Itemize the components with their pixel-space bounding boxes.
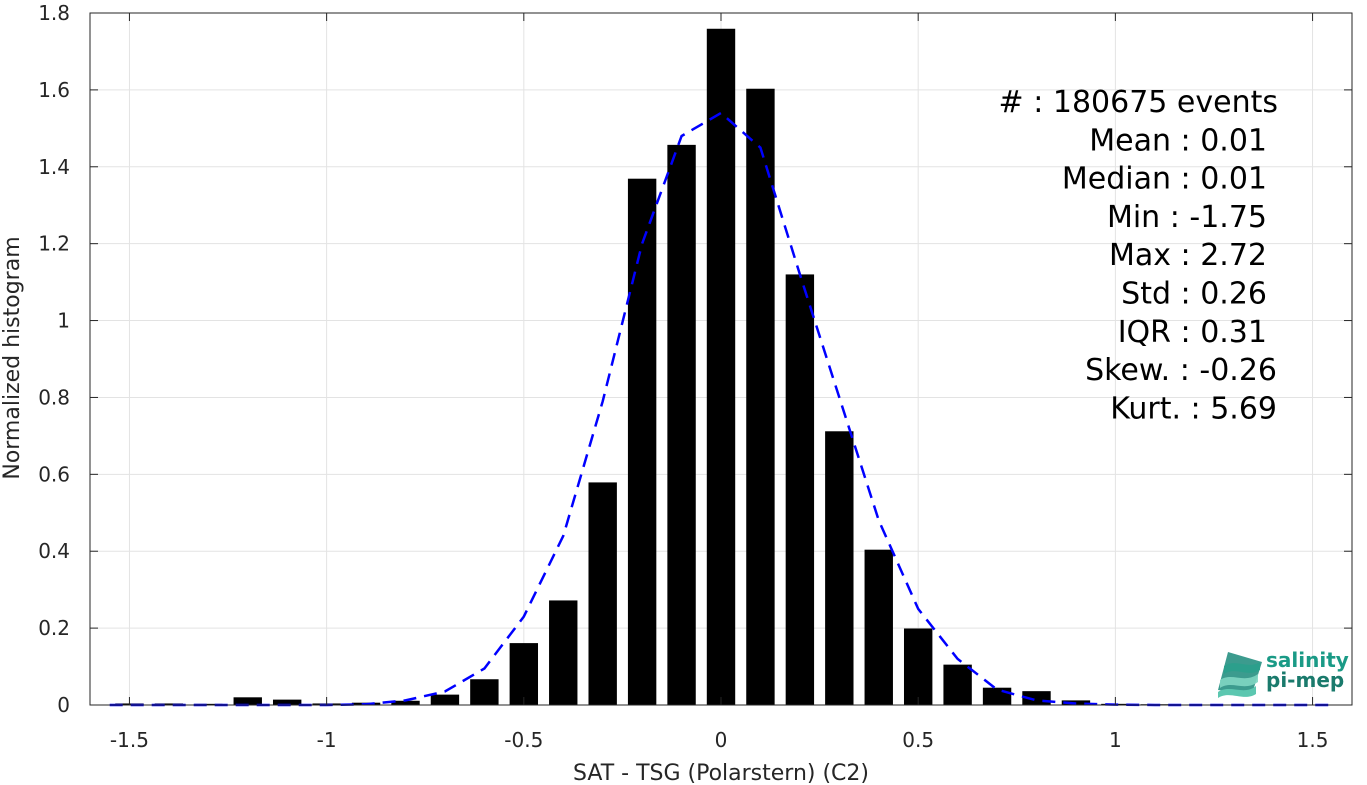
histogram-bar [864,549,893,705]
histogram-bar [233,697,262,705]
x-tick-label: -0.5 [504,728,543,752]
x-tick-label: -1.5 [110,728,149,752]
histogram-bar [667,144,696,705]
histogram-bar [194,703,223,705]
stat-line: IQR : 0.31 [1118,315,1267,350]
histogram-bar [627,178,657,705]
stat-line: Skew. : -0.26 [1085,353,1277,388]
histogram-bar [430,694,460,705]
stat-line: Mean : 0.01 [1089,123,1267,158]
histogram-bar [982,687,1012,705]
histogram-bar [785,274,815,705]
histogram-bar [509,643,539,705]
x-tick-label: 0.5 [902,728,934,752]
stat-line: Median : 0.01 [1062,162,1267,197]
histogram-bar [825,431,854,705]
logo-wave-icon [1218,652,1262,698]
axes [89,12,1353,706]
y-axis-title: Normalized histogram [0,236,25,479]
histogram-bar [154,703,184,705]
histogram-bar [903,628,933,705]
y-tick-label: 0.8 [38,385,70,409]
y-tick-label: 1.2 [38,232,70,256]
x-tick-label: 0 [715,728,728,752]
stat-line: Min : -1.75 [1107,200,1267,235]
x-tick-label: 1 [1109,728,1122,752]
y-tick-label: 1.8 [38,1,70,25]
histogram-bar [588,482,617,705]
histogram-bar [943,664,972,705]
y-tick-label: 0 [57,693,70,717]
x-tick-label: 1.5 [1297,728,1329,752]
stat-line: Kurt. : 5.69 [1110,391,1277,426]
salinity-pi-mep-logo: salinity pi-mep [1218,648,1349,698]
histogram-bar [470,679,499,705]
histogram-bar [272,699,302,705]
histogram-bar [746,88,775,706]
stat-line: Std : 0.26 [1121,277,1267,312]
y-tick-label: 0.6 [38,462,70,486]
histogram-bar [706,28,736,706]
stat-line: # : 180675 events [999,85,1278,120]
x-tick-labels: -1.5 -1 -0.5 0 0.5 1 1.5 [110,728,1329,752]
y-tick-label: 1 [57,309,70,333]
histogram-bar [391,700,420,705]
stat-line: Max : 2.72 [1109,238,1267,273]
y-tick-label: 0.2 [38,616,70,640]
logo-text-salinity: salinity [1266,648,1349,672]
histogram-bar [549,600,578,705]
x-axis-title: SAT - TSG (Polarstern) (C2) [573,761,869,785]
logo-text-pi-mep: pi-mep [1266,668,1344,692]
bars [115,28,1327,706]
y-tick-labels: 0 0.2 0.4 0.6 0.8 1 1.2 1.4 1.6 1.8 [38,1,70,717]
x-tick-label: -1 [317,728,337,752]
y-tick-label: 1.6 [38,78,70,102]
y-tick-label: 1.4 [38,155,70,179]
y-tick-label: 0.4 [38,539,70,563]
